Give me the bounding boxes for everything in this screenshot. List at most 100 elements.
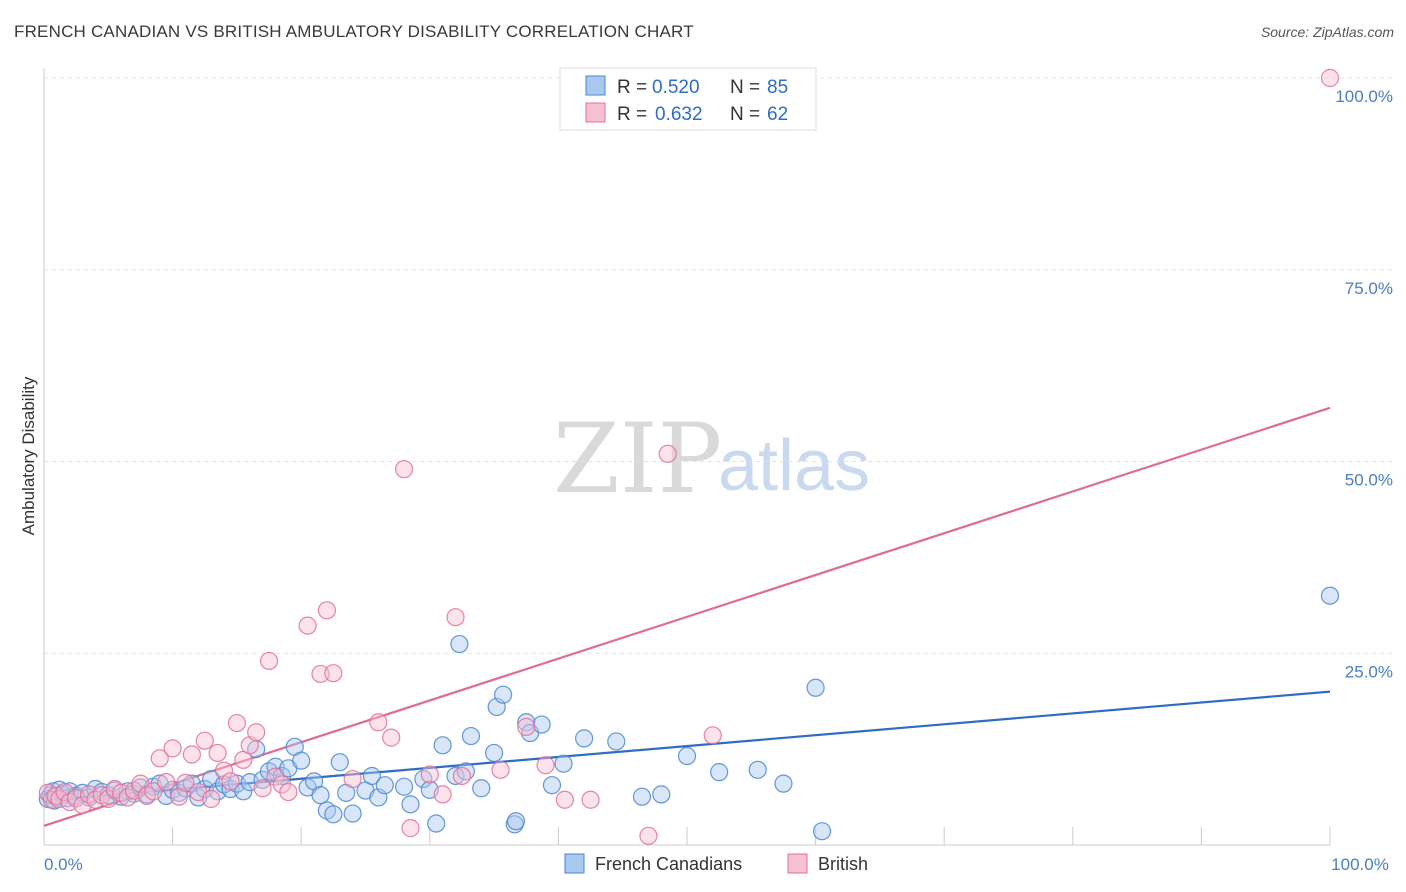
data-point (362, 766, 382, 786)
data-point (227, 713, 246, 733)
data-point (450, 634, 469, 654)
data-point (182, 745, 201, 764)
data-point (632, 787, 652, 806)
data-point (703, 726, 722, 745)
data-point (208, 743, 227, 763)
data-points (38, 68, 1340, 845)
watermark-zip: ZIP (553, 403, 722, 515)
data-point (677, 746, 697, 766)
y-tick-label: 100.0% (1335, 87, 1393, 106)
data-point (532, 715, 551, 734)
data-point (311, 664, 330, 684)
data-point (195, 731, 214, 750)
data-point (536, 756, 555, 775)
data-point (472, 779, 491, 798)
data-point (812, 822, 832, 841)
data-point (202, 789, 221, 809)
data-point (382, 728, 401, 747)
data-point (414, 769, 433, 789)
grid-lines (44, 77, 1395, 654)
series-legend: French Canadians British (564, 853, 868, 874)
data-point (446, 608, 465, 627)
y-tick-label: 50.0% (1345, 471, 1393, 490)
data-point (494, 685, 513, 704)
data-point (401, 819, 420, 838)
data-point (427, 814, 446, 833)
data-point (214, 761, 234, 780)
source-credit: Source: ZipAtlas.com (1260, 24, 1394, 40)
data-point (446, 766, 465, 786)
data-point (401, 795, 420, 814)
bottom-legend-swatch-french-canadians (564, 853, 585, 874)
data-point (748, 760, 767, 779)
data-point (86, 790, 105, 809)
data-point (259, 651, 279, 671)
data-point (394, 777, 414, 796)
legend-r-value-1: 0.520 (652, 77, 700, 98)
data-point (343, 769, 362, 789)
data-point (433, 736, 452, 755)
bottom-legend-label-french-canadians: French Canadians (595, 854, 742, 874)
series-points-british (38, 68, 1340, 845)
legend-swatch-british (585, 102, 606, 123)
axes (43, 68, 1331, 846)
data-point (279, 782, 298, 802)
data-point (144, 782, 163, 801)
data-point (517, 713, 536, 732)
data-point (485, 743, 504, 763)
y-axis-label: Ambulatory Disability (19, 376, 38, 535)
data-point (324, 805, 343, 824)
data-point (491, 760, 510, 779)
data-point (420, 765, 439, 784)
data-point (542, 776, 562, 795)
data-point (330, 753, 349, 772)
y-tick-label: 25.0% (1345, 662, 1393, 681)
data-point (581, 790, 600, 809)
data-point (554, 754, 573, 773)
watermark-atlas: atlas (718, 426, 870, 506)
data-point (433, 785, 452, 804)
data-point (452, 766, 472, 786)
legend-n-value-2: 62 (767, 104, 788, 125)
data-point (176, 773, 195, 792)
data-point (555, 790, 574, 809)
data-point (505, 815, 524, 834)
data-point (607, 732, 626, 751)
data-point (517, 717, 536, 736)
data-point (343, 804, 362, 823)
legend-r-label-1: R = (617, 77, 647, 98)
data-point (150, 749, 169, 768)
data-point (157, 773, 176, 792)
data-point (137, 786, 156, 806)
legend-r-value-2: 0.632 (655, 104, 703, 125)
data-point (324, 664, 343, 683)
legend-n-label-1: N = (730, 77, 760, 98)
data-point (461, 726, 481, 746)
data-point (317, 601, 337, 620)
data-point (375, 776, 394, 795)
data-point (575, 729, 594, 748)
data-point (1320, 68, 1340, 88)
data-point (369, 713, 388, 732)
legend-swatch-french-canadians (585, 75, 606, 96)
data-point (710, 763, 729, 782)
chart-title: FRENCH CANADIAN VS BRITISH AMBULATORY DI… (14, 22, 694, 41)
stats-legend: R = 0.520 N = 85 R = 0.632 N = 62 (559, 67, 817, 131)
data-point (169, 783, 189, 802)
data-point (221, 772, 240, 791)
data-point (118, 788, 137, 807)
data-point (1320, 586, 1340, 605)
data-point (311, 786, 330, 805)
trend-line-british (43, 406, 1331, 827)
bottom-legend-label-british: British (818, 854, 868, 874)
data-point (774, 774, 793, 793)
x-tick-label: 0.0% (44, 855, 83, 874)
data-point (298, 616, 317, 635)
bottom-legend-swatch-british (787, 853, 808, 874)
tick-labels: 25.0% 50.0% 75.0% 100.0% 0.0% 100.0% (44, 87, 1393, 874)
data-point (163, 739, 182, 758)
data-point (253, 779, 272, 798)
data-point (639, 826, 658, 845)
legend-n-value-1: 85 (767, 77, 788, 98)
